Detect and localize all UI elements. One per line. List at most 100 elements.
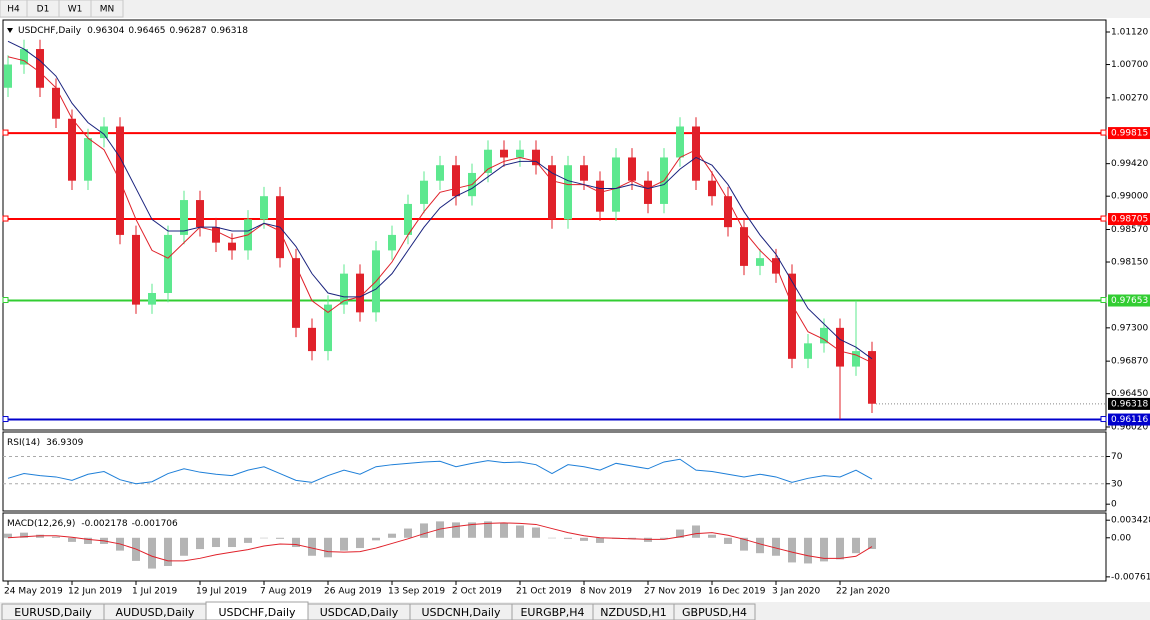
- x-tick-label: 27 Nov 2019: [644, 587, 702, 597]
- rsi-line: [7, 458, 873, 485]
- macd-bar: [532, 527, 540, 538]
- y-tick-label: 0.96450: [1111, 389, 1148, 399]
- macd-bar: [324, 537, 332, 558]
- x-tick-label: 16 Dec 2019: [708, 587, 766, 597]
- macd-bar: [804, 537, 812, 564]
- collapse-arrow: [7, 28, 13, 33]
- tab-label[interactable]: NZDUSD,H1: [600, 606, 667, 619]
- candle-body: [196, 200, 204, 228]
- candle-body: [788, 273, 796, 359]
- macd-bar: [580, 537, 588, 541]
- macd-bar: [52, 536, 60, 538]
- timeframe-label[interactable]: MN: [100, 5, 115, 15]
- tab-label[interactable]: USDCAD,Daily: [320, 606, 399, 619]
- macd-bar: [596, 537, 604, 543]
- header-value: 0.96465: [128, 26, 165, 36]
- candle-body: [804, 343, 812, 359]
- level-price-box: [1108, 413, 1150, 426]
- tab-label[interactable]: AUDUSD,Daily: [116, 606, 195, 619]
- macd-bar: [692, 525, 700, 538]
- x-tick-label: 19 Jul 2019: [196, 587, 247, 597]
- candle-body: [52, 87, 60, 119]
- header-value: -0.002178: [81, 519, 127, 529]
- candle-body: [628, 157, 636, 181]
- candle-body: [340, 273, 348, 305]
- macd-bar: [836, 537, 844, 560]
- candle-body: [612, 157, 620, 212]
- y-tick-label: 0.99420: [1111, 159, 1148, 169]
- macd-bar: [196, 537, 204, 550]
- candle-body: [212, 227, 220, 243]
- tab-label[interactable]: USDCNH,Daily: [421, 606, 501, 619]
- candle-body: [596, 180, 604, 212]
- candle-body: [132, 234, 140, 305]
- tab[interactable]: NZDUSD,H1: [592, 603, 675, 620]
- level-handle: [2, 297, 9, 304]
- moving-average: [7, 56, 873, 364]
- candle-body: [308, 327, 316, 352]
- header-value: 0.96318: [211, 26, 248, 36]
- timeframe-label[interactable]: H4: [7, 5, 20, 15]
- y-tick-label: 0.00: [1111, 533, 1131, 543]
- candle-body: [228, 242, 236, 251]
- candle-body: [868, 351, 876, 404]
- tab-box[interactable]: [673, 603, 756, 620]
- tab-label[interactable]: EURUSD,Daily: [14, 606, 92, 619]
- y-tick-label: 30: [1111, 479, 1123, 489]
- macd-bar: [372, 537, 380, 541]
- candle-body: [20, 49, 28, 65]
- candle-body: [388, 234, 396, 251]
- tab-label[interactable]: EURGBP,H4: [520, 606, 584, 619]
- y-tick-label: 1.00700: [1111, 60, 1148, 70]
- tab[interactable]: AUDUSD,Daily: [103, 603, 207, 620]
- candle-body: [500, 149, 508, 158]
- tab[interactable]: EURUSD,Daily: [1, 603, 105, 620]
- tab[interactable]: USDCAD,Daily: [307, 603, 411, 620]
- macd-bar: [724, 537, 732, 544]
- tab[interactable]: EURGBP,H4: [511, 603, 594, 620]
- candle-body: [532, 149, 540, 166]
- tab[interactable]: USDCNH,Daily: [409, 603, 513, 620]
- macd-bar: [420, 523, 428, 538]
- macd-bar: [68, 537, 76, 542]
- candle-body: [644, 180, 652, 204]
- macd-bar: [628, 537, 636, 539]
- level-handle: [2, 416, 9, 423]
- macd-bar: [260, 537, 268, 539]
- macd-bar: [356, 537, 364, 549]
- tab-label[interactable]: GBPUSD,H4: [682, 606, 747, 619]
- level-handle: [1100, 215, 1107, 222]
- timeframe-label[interactable]: W1: [68, 5, 83, 15]
- macd-bar: [20, 532, 28, 538]
- macd-bar: [868, 537, 876, 549]
- macd-bar: [676, 529, 684, 538]
- macd-bar: [452, 522, 460, 538]
- candle-body: [100, 126, 108, 139]
- x-tick-label: 24 May 2019: [4, 587, 63, 597]
- macd-bar: [4, 533, 12, 538]
- candle-body: [548, 165, 556, 220]
- macd-bar: [212, 537, 220, 548]
- macd-bar: [500, 523, 508, 538]
- candle-body: [836, 327, 844, 367]
- level-price-label: 0.97653: [1111, 296, 1148, 306]
- level-price-box: [1108, 127, 1150, 140]
- header-value: 0.96287: [170, 26, 207, 36]
- tab[interactable]: GBPUSD,H4: [673, 603, 756, 620]
- macd-bar: [164, 537, 172, 567]
- macd-bar: [404, 528, 412, 538]
- main-panel: [2, 19, 1107, 431]
- candle-body: [356, 273, 364, 313]
- y-tick-label: 0.98150: [1111, 258, 1148, 268]
- candle-body: [404, 203, 412, 235]
- tab-label[interactable]: USDCHF,Daily: [218, 606, 296, 619]
- macd-bar: [772, 537, 780, 556]
- macd-bar: [484, 521, 492, 538]
- current-price-label: 0.96318: [1111, 399, 1148, 409]
- macd-bar: [708, 534, 716, 538]
- tab[interactable]: USDCHF,Daily: [205, 601, 309, 620]
- macd-bar: [148, 537, 156, 569]
- timeframe-button[interactable]: [90, 0, 124, 18]
- rsi-panel: [2, 431, 1107, 512]
- timeframe-label[interactable]: D1: [37, 5, 50, 15]
